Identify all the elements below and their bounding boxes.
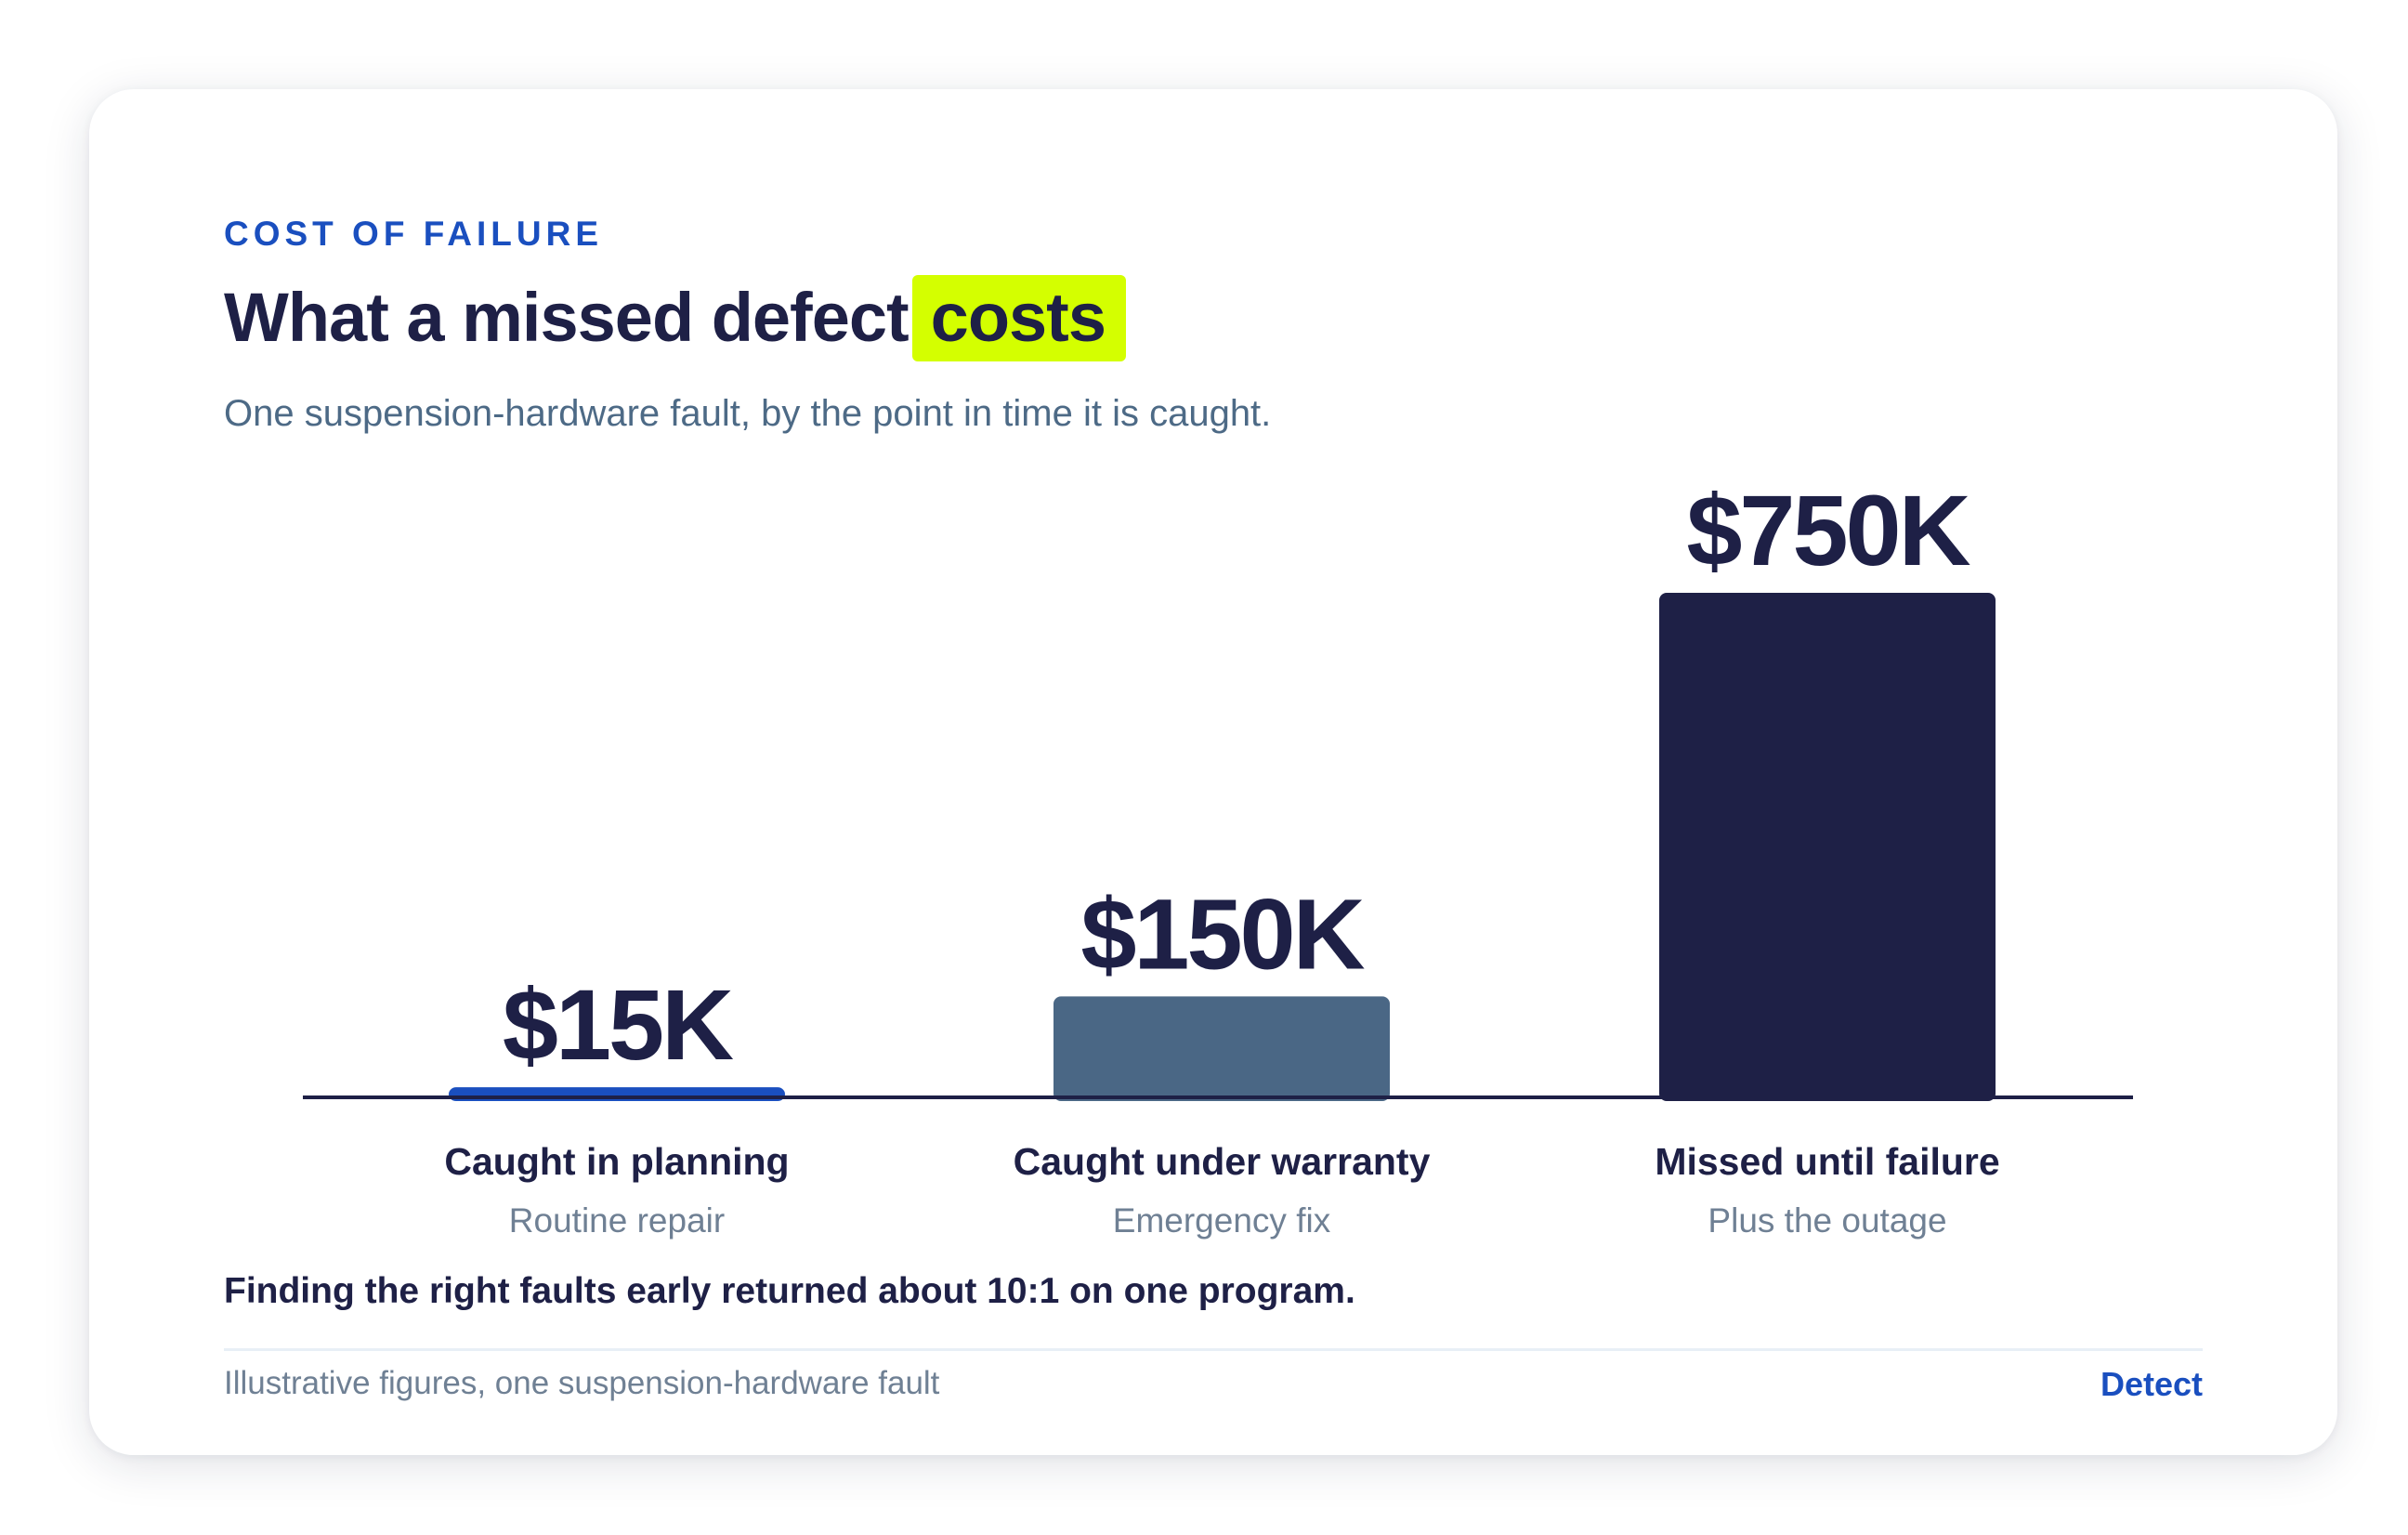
category-sublabel-2: Emergency fix [1113,1201,1331,1240]
chart-subtitle: One suspension-hardware fault, by the po… [224,393,1272,434]
category-sublabel-3: Plus the outage [1708,1201,1946,1240]
category-label-1: Caught in planning [444,1140,789,1183]
chart-title: What a missed defect costs [224,275,1126,361]
value-label-3: $750K [1686,474,1970,586]
chart-title-main: What a missed defect [224,279,910,356]
chart-card: COST OF FAILURE What a missed defect cost… [89,89,2337,1455]
value-label-1: $15K [503,968,733,1081]
chart-title-highlight: costs [911,275,1126,361]
bar-2 [1054,996,1390,1101]
footer-divider [224,1348,2203,1351]
category-sublabel-1: Routine repair [509,1201,725,1240]
footnote: Illustrative figures, one suspension-har… [224,1365,940,1401]
bar-chart: $15K Caught in planning Routine repair $150… [303,474,2133,1240]
category-label-2: Caught under warranty [1014,1140,1431,1183]
category-label-3: Missed until failure [1655,1140,1999,1183]
bar-3 [1659,593,1996,1101]
brand-link[interactable]: Detect [2100,1365,2203,1403]
eyebrow-label: COST OF FAILURE [224,215,603,253]
takeaway-text: Finding the right faults early returned … [224,1271,1355,1311]
value-label-2: $150K [1080,877,1364,990]
